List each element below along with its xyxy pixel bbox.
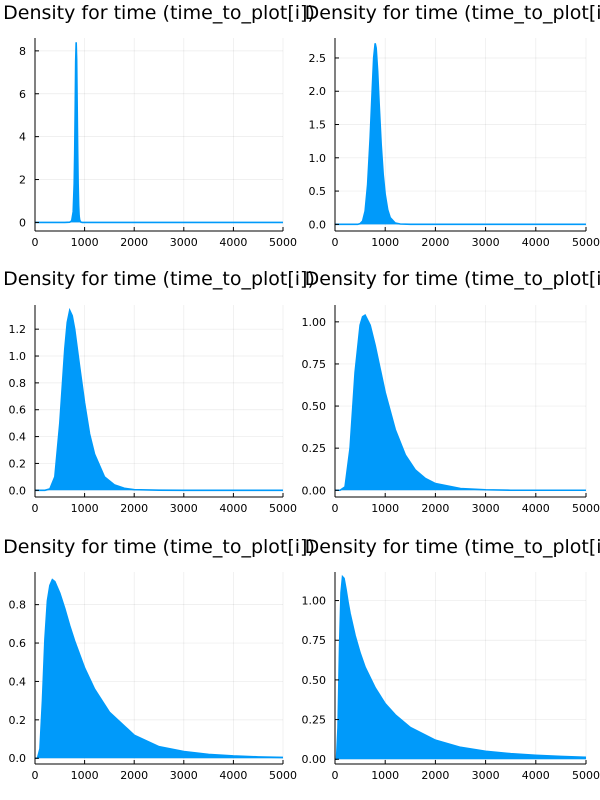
- density-area: [35, 42, 283, 223]
- density-area: [335, 576, 586, 760]
- x-tick-label: 2000: [120, 769, 148, 782]
- x-tick-label: 0: [32, 769, 39, 782]
- subplot-6: 0 1000 2000 3000 4000 5000 0.00 0.25 0.50 0.75 1.0…: [302, 536, 600, 782]
- x-tick-label: 1000: [71, 769, 99, 782]
- x-tick-label: 3000: [472, 769, 500, 782]
- x-tick-label: 3000: [472, 236, 500, 249]
- x-tick-label: 2000: [421, 502, 449, 515]
- y-tick-label: 0.50: [302, 400, 327, 413]
- x-tick-label: 2000: [421, 769, 449, 782]
- x-tick-label: 2000: [120, 502, 148, 515]
- y-tick-label: 1.0: [9, 350, 27, 363]
- x-tick-label: 1000: [371, 236, 399, 249]
- y-tick-label: 1.2: [9, 323, 27, 336]
- y-tick-label: 0.2: [9, 457, 27, 470]
- x-tick-label: 5000: [269, 502, 297, 515]
- x-tick-label: 4000: [522, 502, 550, 515]
- density-line: [335, 43, 586, 226]
- x-tick-label: 0: [332, 502, 339, 515]
- y-tick-label: 1.00: [302, 316, 327, 329]
- x-tick-label: 5000: [269, 236, 297, 249]
- y-tick-label: 0.25: [302, 442, 327, 455]
- y-tick-label: 0.2: [9, 714, 27, 727]
- x-tick-label: 4000: [219, 502, 247, 515]
- subplot-2: 0 1000 2000 3000 4000 5000 0.0 0.5 1.0 1.5 2.0 2.5 D…: [305, 2, 600, 249]
- y-tick-label: 2.5: [309, 52, 327, 65]
- subplot-title: Density for time (time_to_plot[i]): [3, 268, 315, 290]
- x-tick-label: 3000: [472, 502, 500, 515]
- x-tick-label: 1000: [371, 769, 399, 782]
- y-tick-label: 0.75: [302, 358, 327, 371]
- density-line: [35, 42, 283, 224]
- y-tick-label: 1.00: [302, 595, 327, 608]
- x-tick-label: 5000: [572, 236, 600, 249]
- x-tick-label: 0: [332, 236, 339, 249]
- x-tick-label: 5000: [572, 502, 600, 515]
- subplot-5: 0 1000 2000 3000 4000 5000 0.0 0.2 0.4 0.6 0.8 Dens…: [3, 536, 315, 782]
- x-tick-label: 4000: [522, 236, 550, 249]
- x-tick-label: 5000: [269, 769, 297, 782]
- x-tick-label: 3000: [170, 502, 198, 515]
- y-tick-label: 0.6: [9, 404, 27, 417]
- x-tick-label: 0: [32, 502, 39, 515]
- subplot-title: Density for time (time_to_plot[i]): [305, 536, 600, 558]
- density-line: [335, 574, 587, 761]
- density-line: [35, 578, 284, 760]
- y-tick-label: 6: [19, 88, 26, 101]
- x-tick-label: 2000: [120, 236, 148, 249]
- x-tick-label: 5000: [572, 769, 600, 782]
- subplot-4: 0 1000 2000 3000 4000 5000 0.00 0.25 0.50 0.75 1.0…: [302, 268, 600, 515]
- subplot-title: Density for time (time_to_plot[i]): [3, 536, 315, 558]
- density-line: [35, 307, 283, 492]
- x-tick-label: 1000: [71, 502, 99, 515]
- density-area: [35, 310, 283, 491]
- density-line: [335, 313, 586, 492]
- y-tick-label: 0.25: [302, 714, 327, 727]
- y-tick-label: 1.0: [309, 152, 327, 165]
- y-tick-label: 0.6: [9, 637, 27, 650]
- y-tick-label: 0.0: [9, 752, 27, 765]
- y-tick-label: 0.5: [309, 185, 327, 198]
- x-tick-label: 2000: [421, 236, 449, 249]
- x-tick-label: 3000: [170, 236, 198, 249]
- y-tick-label: 8: [19, 45, 26, 58]
- subplot-title: Density for time (time_to_plot[i]): [305, 2, 600, 24]
- y-tick-label: 0.0: [9, 484, 27, 497]
- y-tick-label: 4: [19, 131, 26, 144]
- subplot-1: 0 1000 2000 3000 4000 5000 0 2 4 6 8 Density for ti…: [3, 2, 315, 249]
- x-tick-label: 0: [332, 769, 339, 782]
- y-tick-label: 0.4: [9, 431, 27, 444]
- x-tick-label: 4000: [219, 236, 247, 249]
- subplot-title: Density for time (time_to_plot[i]): [3, 2, 315, 24]
- y-tick-label: 0.4: [9, 675, 27, 688]
- x-tick-label: 3000: [170, 769, 198, 782]
- subplot-title: Density for time (time_to_plot[i]): [305, 268, 600, 290]
- x-tick-label: 1000: [71, 236, 99, 249]
- y-tick-label: 2.0: [309, 85, 327, 98]
- y-tick-label: 0.0: [309, 218, 327, 231]
- x-tick-label: 0: [32, 236, 39, 249]
- subplot-3: 0 1000 2000 3000 4000 5000 0.0 0.2 0.4 0.6 0.8 1.0 1…: [3, 268, 315, 515]
- density-area: [35, 579, 283, 759]
- y-tick-label: 0.8: [9, 599, 27, 612]
- y-tick-label: 0: [19, 216, 26, 229]
- x-tick-label: 4000: [522, 769, 550, 782]
- y-tick-label: 0.00: [302, 753, 327, 766]
- y-tick-label: 0.00: [302, 484, 327, 497]
- y-tick-label: 1.5: [309, 119, 327, 132]
- y-tick-label: 0.50: [302, 674, 327, 687]
- x-tick-label: 4000: [219, 769, 247, 782]
- density-area: [335, 315, 586, 491]
- y-tick-label: 0.75: [302, 634, 327, 647]
- y-tick-label: 0.8: [9, 377, 27, 390]
- x-tick-label: 1000: [371, 502, 399, 515]
- y-tick-label: 2: [19, 174, 26, 187]
